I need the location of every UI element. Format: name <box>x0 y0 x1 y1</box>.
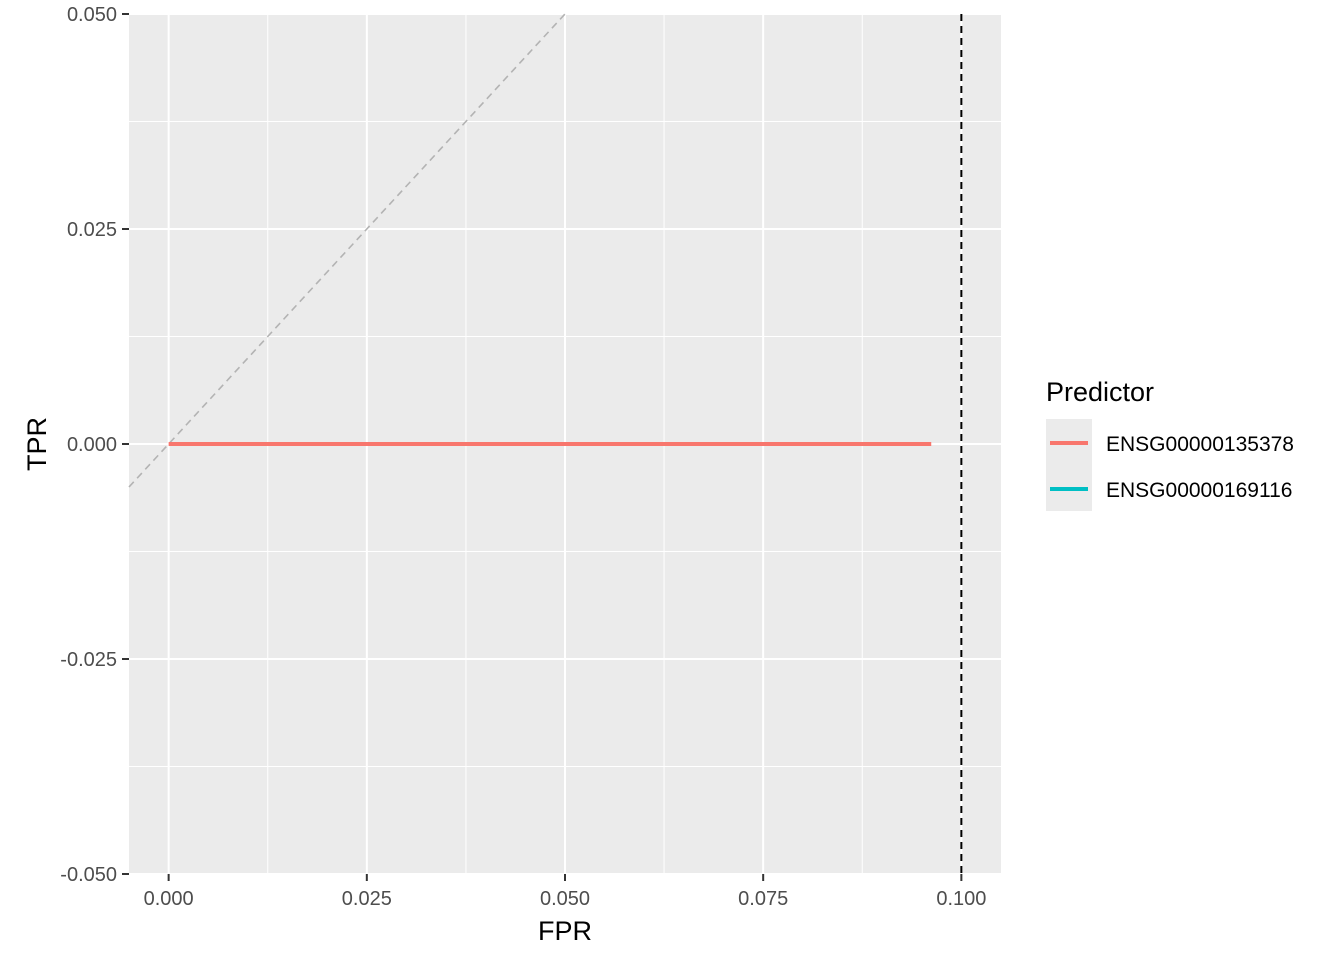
x-tick-label: 0.075 <box>738 888 788 910</box>
y-tick-label: 0.050 <box>67 4 117 26</box>
x-tick-label: 0.000 <box>144 888 194 910</box>
legend-key-background <box>1046 419 1092 511</box>
x-axis: 0.000 0.025 0.050 0.075 0.100 <box>144 874 986 910</box>
legend-label-1: ENSG00000135378 <box>1106 433 1294 456</box>
legend-items: ENSG00000135378 ENSG00000169116 <box>1050 433 1294 502</box>
legend-title: Predictor <box>1046 377 1154 407</box>
legend-label-2: ENSG00000169116 <box>1106 479 1292 502</box>
y-axis-title: TPR <box>22 417 52 471</box>
legend: Predictor ENSG00000135378 ENSG00000169116 <box>1046 377 1294 511</box>
x-tick-label: 0.100 <box>936 888 986 910</box>
x-axis-title: FPR <box>538 916 592 946</box>
y-tick-label: 0.000 <box>67 434 117 456</box>
y-axis: -0.050 -0.025 0.000 0.025 0.050 <box>60 4 129 886</box>
y-tick-label: -0.050 <box>60 864 117 886</box>
y-tick-label: 0.025 <box>67 219 117 241</box>
x-tick-label: 0.025 <box>342 888 392 910</box>
y-tick-label: -0.025 <box>60 649 117 671</box>
x-tick-label: 0.050 <box>540 888 590 910</box>
